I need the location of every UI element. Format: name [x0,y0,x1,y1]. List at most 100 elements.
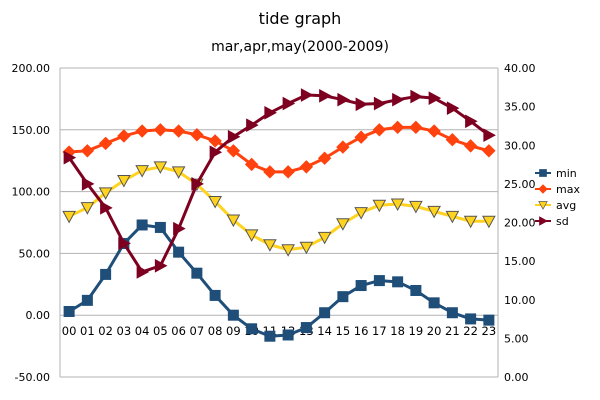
data-point-max [354,130,368,144]
data-point-max [427,124,441,138]
data-point-sd [246,118,259,133]
data-point-max [117,129,131,143]
data-point-sd [355,97,369,112]
data-point-avg [336,218,350,231]
data-point-min [173,246,185,258]
legend-label-avg: avg [556,199,576,212]
data-point-sd [227,129,241,144]
data-point-avg [427,205,441,219]
data-point-max [190,128,204,142]
legend-label-sd: sd [556,215,569,228]
data-point-max [153,123,168,137]
data-point-sd [63,150,77,165]
x-tick-label: 22 [463,324,478,338]
data-point-sd [100,200,113,215]
data-point-max [208,134,222,148]
data-point-min [337,291,349,303]
x-tick-label: 00 [62,324,77,338]
data-point-max [171,124,186,138]
y-right-tick-label: 10.00 [504,294,536,307]
data-point-avg [317,231,332,245]
data-point-min [136,219,148,231]
data-point-max [80,144,95,158]
data-point-sd [173,221,186,236]
y-left-tick-label: -50.00 [15,371,50,384]
data-point-sd [410,89,423,104]
x-tick-label: 18 [390,324,405,338]
data-point-max [445,132,460,147]
axes: -50.00 0.00 50.00 100.00 150.00 200.00 0.00 5.0… [12,62,536,384]
data-point-max [336,140,350,154]
data-point-avg [482,215,496,229]
data-point-sd [483,128,496,143]
y-left-tick-label: 200.00 [12,62,51,75]
y-right-tick-label: 40.00 [504,62,536,75]
x-tick-label: 17 [372,324,387,338]
y-right-tick-label: 5.00 [504,332,529,345]
data-point-min [63,305,75,317]
data-point-avg [463,215,478,229]
data-point-max [135,124,149,138]
x-tick-label: 05 [153,324,168,338]
data-point-max [372,123,387,137]
data-point-min [446,307,458,319]
legend-marker-sd [539,216,548,226]
y-right-tick-label: 20.00 [504,217,536,230]
y-left-tick-label: 50.00 [19,247,51,260]
data-point-avg [281,244,295,257]
data-point-max [463,139,478,153]
data-point-sd [282,96,296,111]
data-point-min [81,294,93,306]
data-point-avg [153,161,168,174]
y-left-tick-label: 0.00 [26,309,51,322]
legend-marker-avg [538,201,548,210]
data-point-avg [98,187,113,200]
data-point-sd [392,92,405,107]
data-point-max [482,144,496,158]
x-tick-label: 06 [171,324,186,338]
data-point-min [282,329,294,341]
data-point-sd [446,101,460,116]
data-point-sd [191,177,204,191]
y-left-tick-label: 150.00 [12,124,51,137]
legend-marker-min [539,169,547,177]
y-right-tick-label: 30.00 [504,139,536,152]
data-point-max [299,160,314,174]
data-point-min [319,307,331,319]
x-tick-label: 02 [98,324,113,338]
data-point-avg [409,200,423,214]
legend-label-min: min [556,167,577,180]
data-point-min [428,297,440,309]
data-point-avg [135,165,149,178]
data-point-min [483,314,495,326]
data-point-max [226,144,241,158]
data-point-sd [319,88,332,103]
data-point-max [244,157,259,172]
y-right-tick-label: 15.00 [504,255,536,268]
data-point-avg [390,198,405,212]
x-tick-label: 16 [354,324,369,338]
data-point-sd [154,258,168,273]
data-point-min [154,221,166,233]
legend-label-max: max [556,183,580,196]
data-point-sd [264,105,277,120]
data-point-avg [372,199,387,213]
data-point-avg [226,214,241,228]
data-point-sd [209,145,223,160]
data-point-avg [171,166,186,179]
data-point-min [392,276,404,288]
x-tick-label: 07 [190,324,205,338]
data-point-min [465,313,477,325]
x-tick-label: 21 [445,324,460,338]
data-point-min [264,330,276,342]
data-point-avg [354,207,368,220]
data-point-avg [445,210,460,224]
y-left-tick-label: 100.00 [12,186,51,199]
data-point-min [373,275,385,287]
data-point-max [98,136,113,151]
data-point-max [409,120,423,135]
data-point-avg [244,229,259,242]
legend-marker-max [538,184,548,194]
data-point-avg [62,210,76,224]
